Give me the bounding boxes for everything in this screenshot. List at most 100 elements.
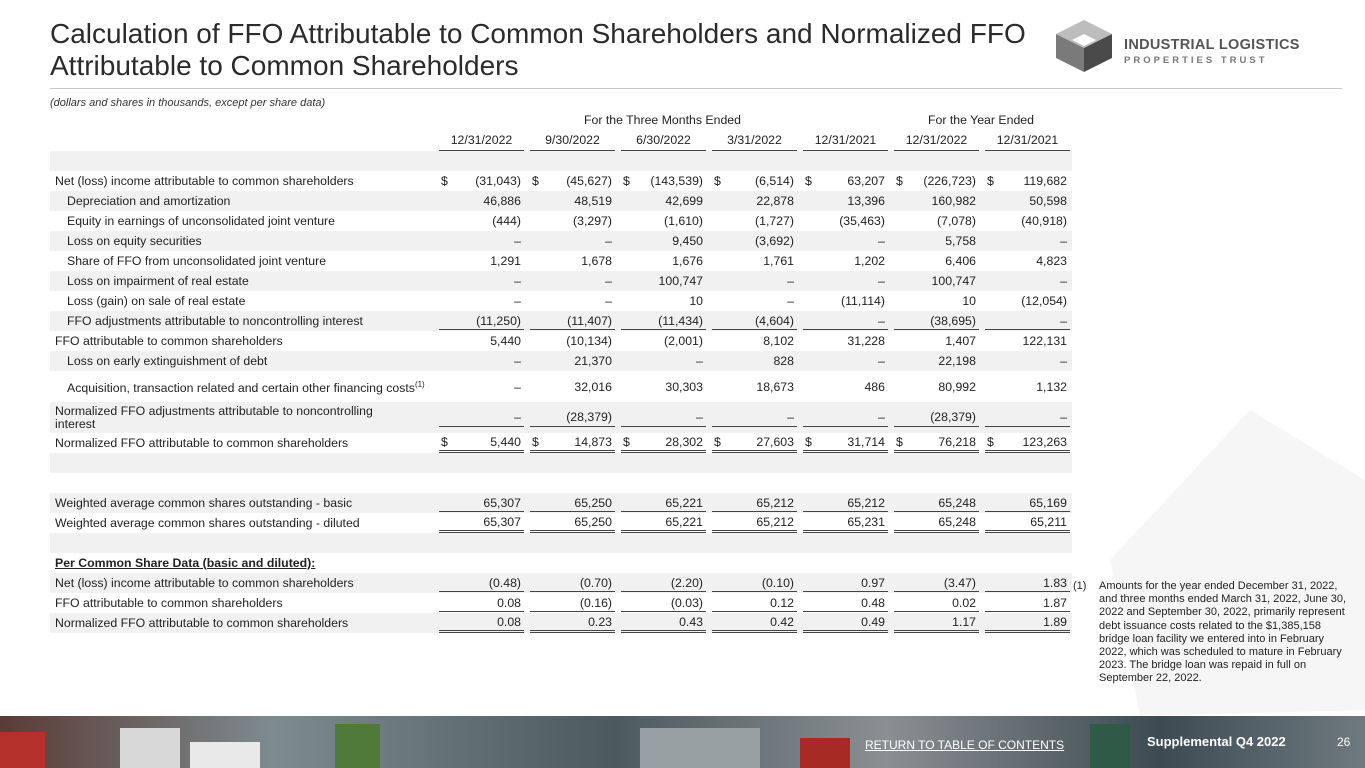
value-box: $ (6,514) [712,173,797,190]
row-label: Equity in earnings of unconsolidated joi… [67,213,335,228]
value-box: (0.10) [712,574,797,592]
value-box: $76,218 [894,433,979,453]
value-cell: (0.03) [617,593,708,613]
row-label: Weighted average common shares outstandi… [55,495,353,510]
row-label: FFO adjustments attributable to noncontr… [67,313,363,328]
value-cell: (3.47) [890,573,981,593]
table-row: FFO attributable to common shareholders 0… [50,593,1072,613]
value-cell: $27,603 [708,433,799,453]
value-box: (3.47) [894,574,979,592]
value-cell: 21,370 [526,351,617,371]
date-cell: 12/31/2021 [799,130,890,151]
value-box: $14,873 [530,433,615,453]
value-cell: 65,248 [890,513,981,533]
footnote-marker: (1) [1073,580,1087,592]
column-header: 12/31/2021 [803,130,888,151]
value-box: (11,407) [530,312,615,330]
value-box: (11,434) [621,312,706,330]
value: 1,676 [672,254,703,268]
value: 31,714 [847,434,885,449]
value-cell: 1.17 [890,613,981,633]
value-cell: 65,212 [708,493,799,513]
table-row: Normalized FFO attributable to common sh… [50,613,1072,633]
value: 65,169 [1029,495,1067,510]
row-label: Depreciation and amortization [67,193,231,208]
value: (28,379) [930,410,976,424]
value-box: 1,202 [803,253,888,270]
value-cell: 30,303 [617,371,708,402]
value-box: 160,982 [894,193,979,210]
footnote-ref: (1) [414,379,425,389]
value-box: (2.20) [621,574,706,592]
value-cell: 13,396 [799,191,890,211]
value-box: 21,370 [530,353,615,370]
value: – [514,354,521,368]
value-box: 1,407 [894,333,979,350]
currency: $ [441,174,448,188]
group-cell: For the Three Months Ended [435,110,890,130]
value: – [514,274,521,288]
value: 31,228 [847,334,885,348]
trailer [640,728,760,768]
value-box: 65,211 [985,513,1070,533]
value: 9,450 [672,234,703,248]
value-cell: $ (31,043) [435,171,526,191]
row-label-cell: Weighted average common shares outstandi… [50,513,435,533]
value-box: 65,212 [712,513,797,533]
value-cell: 1,132 [981,371,1072,402]
value-box: (1,727) [712,213,797,230]
value-cell: (28,379) [890,402,981,433]
row-label: Per Common Share Data (basic and diluted… [55,555,316,570]
value-cell: – [435,402,526,433]
value-cell: (28,379) [526,402,617,433]
value-box: – [439,409,524,427]
value-cell: – [435,351,526,371]
value-cell: 5,440 [435,331,526,351]
value-box: 65,248 [894,513,979,533]
value-box: 9,450 [621,233,706,250]
value-cell: (0.70) [526,573,617,593]
value-cell: $ (45,627) [526,171,617,191]
value-cell: – [435,291,526,311]
value-cell: 65,212 [708,513,799,533]
value-cell: $14,873 [526,433,617,453]
value-box: 50,598 [985,193,1070,210]
table-row: Loss on equity securities – – 9,450 (3,692) –… [50,231,1072,251]
row-label-cell: Equity in earnings of unconsolidated joi… [50,211,435,231]
footer-strip [0,716,1365,768]
spacer-row [50,151,1072,171]
value-cell: 0.12 [708,593,799,613]
toc-link[interactable]: RETURN TO TABLE OF CONTENTS [865,738,1065,752]
value: (4,604) [755,313,794,328]
row-label-cell: Normalized FFO adjustments attributable … [50,402,435,433]
value-box: (3,297) [530,213,615,230]
page-number: 26 [1337,735,1351,749]
value-cell: – [435,271,526,291]
value-box: 32,016 [530,378,615,395]
value-cell: – [981,402,1072,433]
value-cell: – [526,231,617,251]
value-box: $119,682 [985,173,1070,190]
value-cell: 65,211 [981,513,1072,533]
value-cell: (2,001) [617,331,708,351]
logo-subtext: PROPERTIES TRUST [1124,55,1268,66]
value-cell: 80,992 [890,371,981,402]
value: – [696,354,703,368]
value-cell: 65,307 [435,493,526,513]
table-row: Normalized FFO adjustments attributable … [50,402,1072,433]
table-row: Equity in earnings of unconsolidated joi… [50,211,1072,231]
value-box: (28,379) [530,409,615,427]
value-cell: (1,610) [617,211,708,231]
value-box: 1,761 [712,253,797,270]
value-box: 65,250 [530,513,615,533]
value-cell: (11,114) [799,291,890,311]
currency: $ [623,434,630,449]
row-label: FFO attributable to common shareholders [55,333,283,348]
table-row: Loss on early extinguishment of debt – 21,… [50,351,1072,371]
value-box: (11,250) [439,312,524,330]
table-row: Loss on impairment of real estate – – 100,7… [50,271,1072,291]
value: – [605,234,612,248]
table-row: Weighted average common shares outstandi… [50,493,1072,513]
value-cell: 1.89 [981,613,1072,633]
value-box: $ (143,539) [621,173,706,190]
